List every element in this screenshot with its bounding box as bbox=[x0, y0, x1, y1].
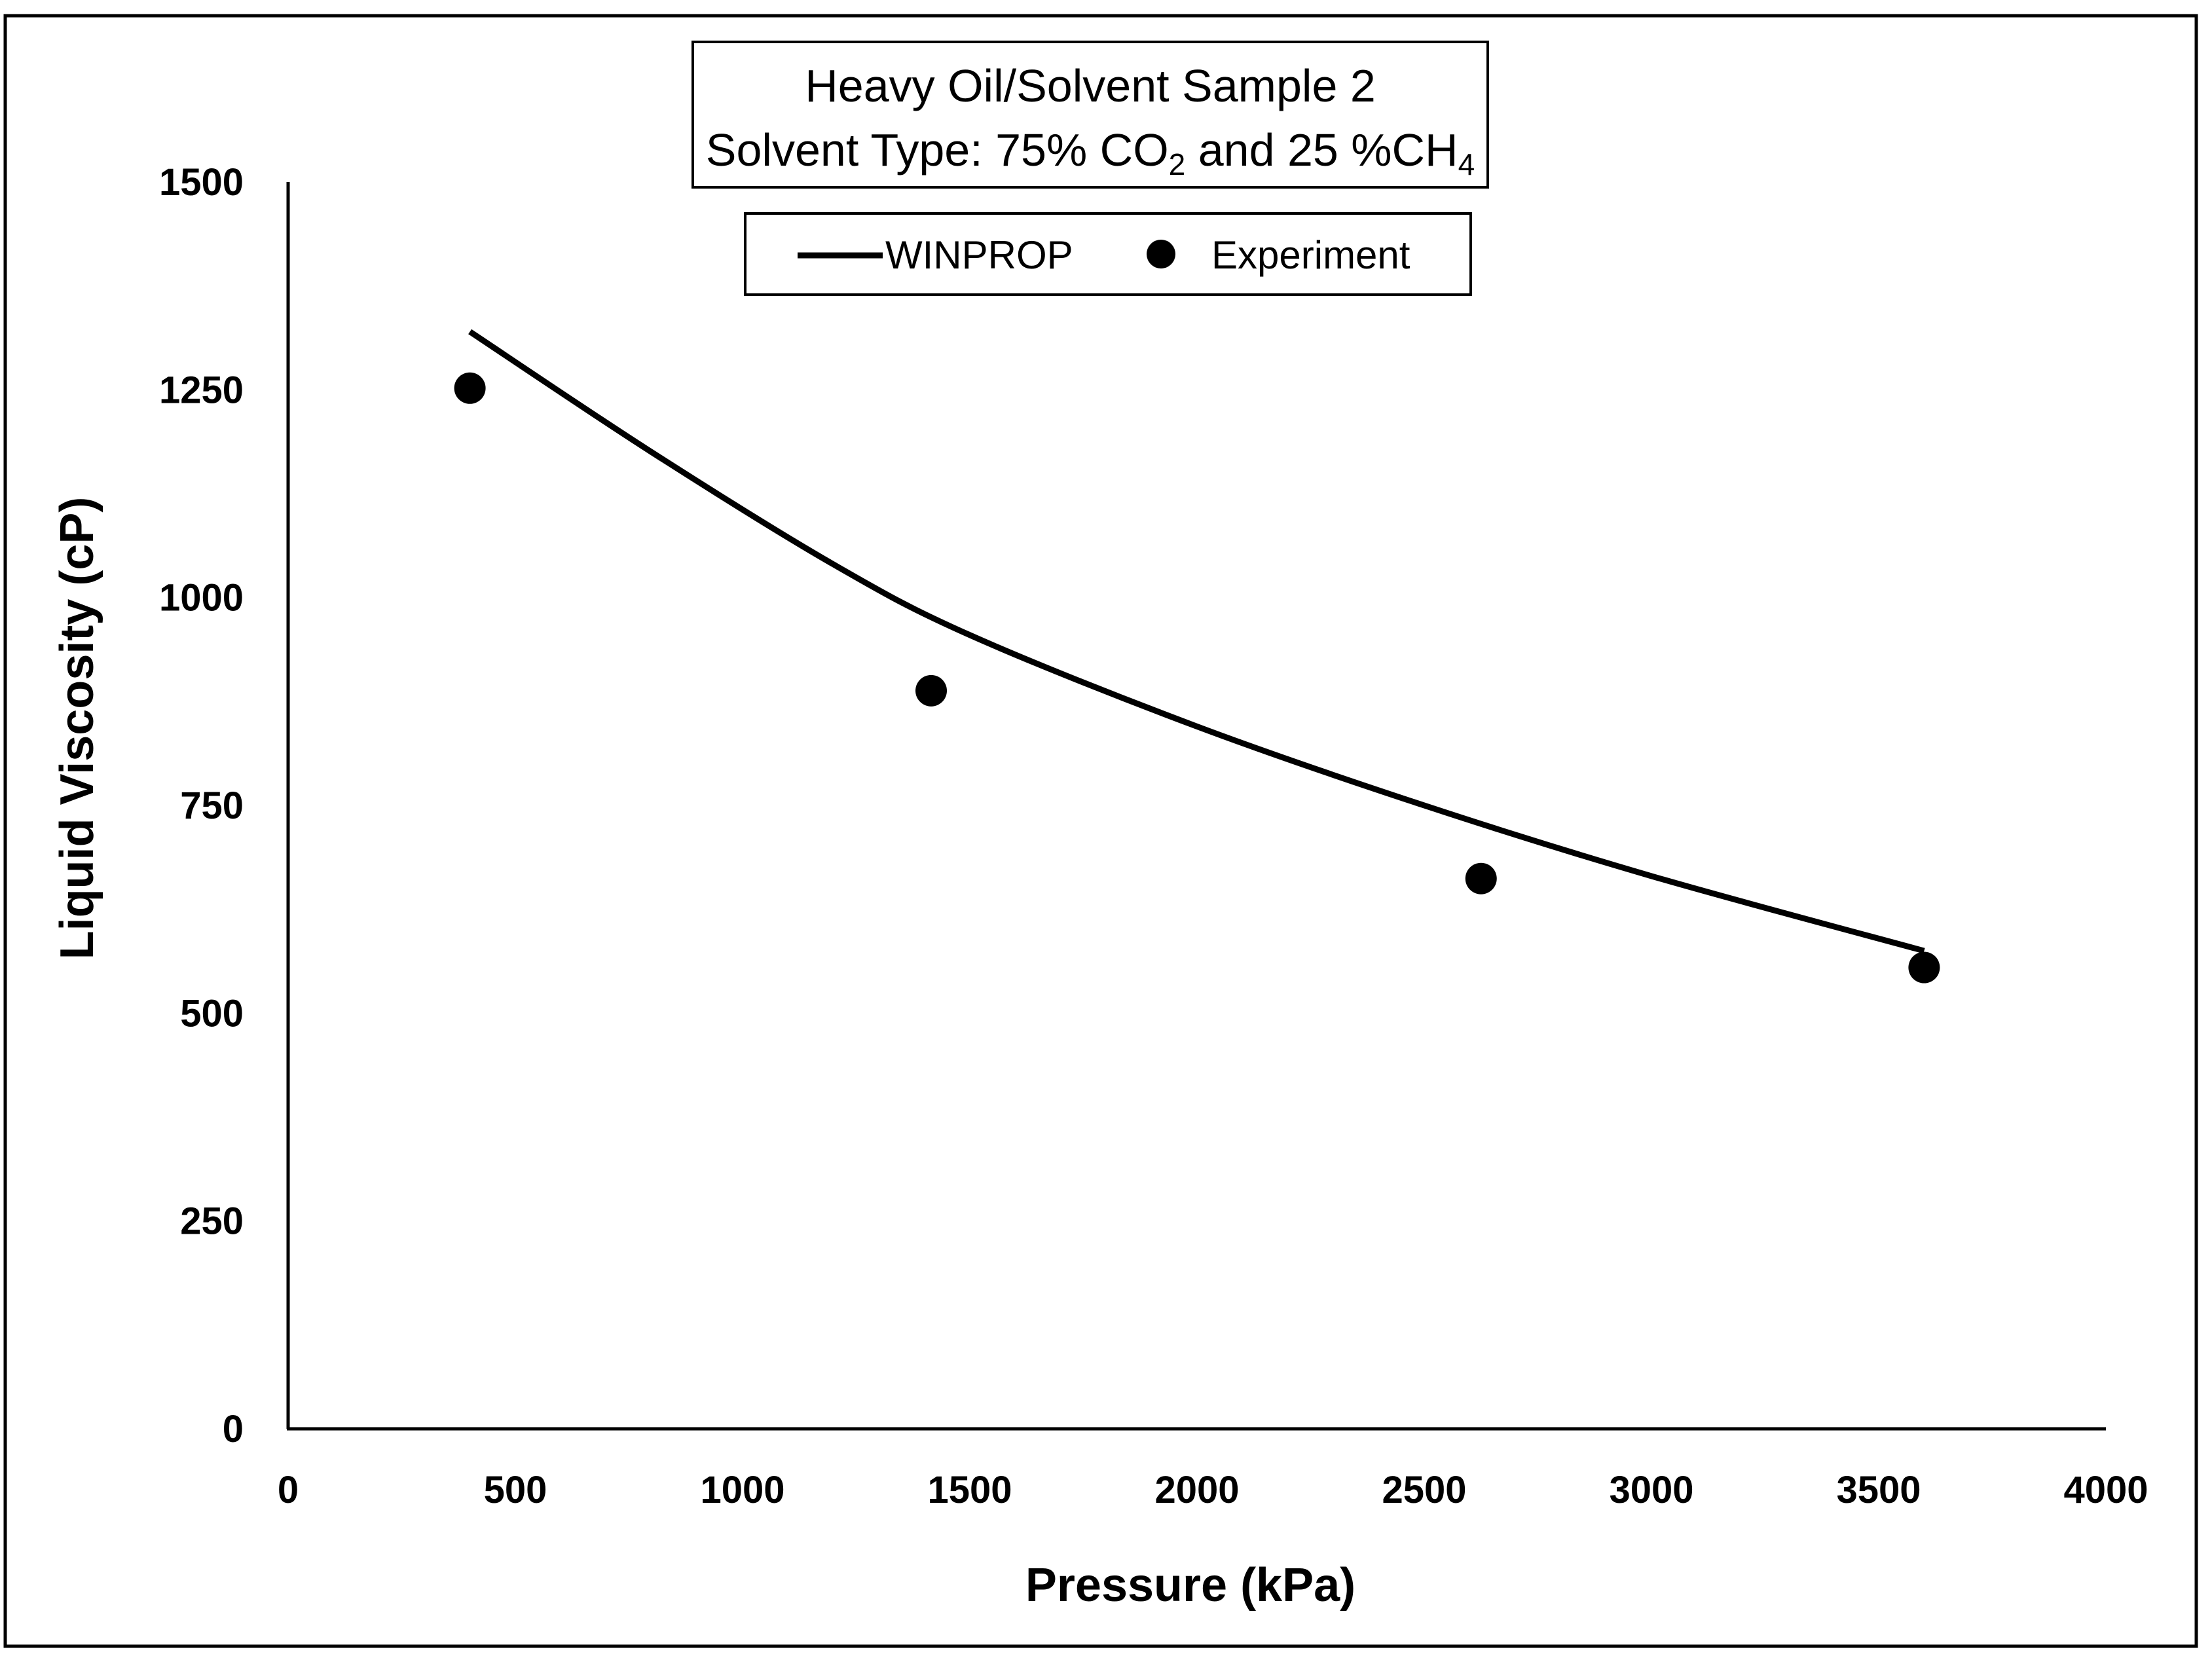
x-tick-label-3000: 3000 bbox=[1609, 1469, 1693, 1511]
x-tick-label-2000: 2000 bbox=[1154, 1469, 1239, 1511]
legend-marker-experiment bbox=[1147, 240, 1175, 268]
x-tick-labels: 0 500 1000 1500 2000 2500 3000 3500 4000 bbox=[278, 1469, 2148, 1511]
experiment-point-1 bbox=[454, 372, 486, 404]
x-tick-label-2500: 2500 bbox=[1382, 1469, 1466, 1511]
y-tick-label-0: 0 bbox=[223, 1408, 244, 1450]
y-tick-label-750: 750 bbox=[180, 784, 244, 827]
title-line2-middle: and 25 %CH bbox=[1185, 124, 1458, 175]
chart-title-line1: Heavy Oil/Solvent Sample 2 bbox=[805, 60, 1376, 111]
experiment-point-3 bbox=[1465, 862, 1497, 894]
x-tick-label-3500: 3500 bbox=[1836, 1469, 1921, 1511]
x-axis-title: Pressure (kPa) bbox=[1025, 1559, 1355, 1612]
y-tick-label-1500: 1500 bbox=[159, 161, 244, 204]
plot-area bbox=[454, 329, 1940, 984]
x-tick-label-500: 500 bbox=[484, 1469, 547, 1511]
x-tick-label-1000: 1000 bbox=[700, 1469, 784, 1511]
title-line2-sub2: 4 bbox=[1458, 147, 1475, 181]
y-tick-label-500: 500 bbox=[180, 992, 244, 1035]
y-tick-label-1250: 1250 bbox=[159, 369, 244, 411]
title-line2-sub1: 2 bbox=[1169, 147, 1186, 181]
y-axis-title: Liquid Viscosity (cP) bbox=[51, 497, 103, 960]
x-tick-label-1500: 1500 bbox=[927, 1469, 1012, 1511]
title-line2-prefix: Solvent Type: 75% CO bbox=[706, 124, 1169, 175]
x-tick-label-4000: 4000 bbox=[2063, 1469, 2148, 1511]
y-tick-label-1000: 1000 bbox=[159, 577, 244, 619]
y-tick-labels: 0 250 500 750 1000 1250 1500 bbox=[159, 161, 244, 1450]
legend-label-experiment: Experiment bbox=[1211, 233, 1410, 277]
chart-title-line2: Solvent Type: 75% CO2 and 25 %CH4 bbox=[706, 124, 1475, 181]
series-line-winprop bbox=[468, 329, 1925, 954]
y-tick-label-250: 250 bbox=[180, 1200, 244, 1243]
x-tick-label-0: 0 bbox=[278, 1469, 299, 1511]
experiment-point-4 bbox=[1908, 951, 1940, 984]
title-box bbox=[691, 41, 1489, 189]
experiment-point-2 bbox=[915, 674, 948, 707]
legend-label-winprop: WINPROP bbox=[885, 233, 1073, 277]
